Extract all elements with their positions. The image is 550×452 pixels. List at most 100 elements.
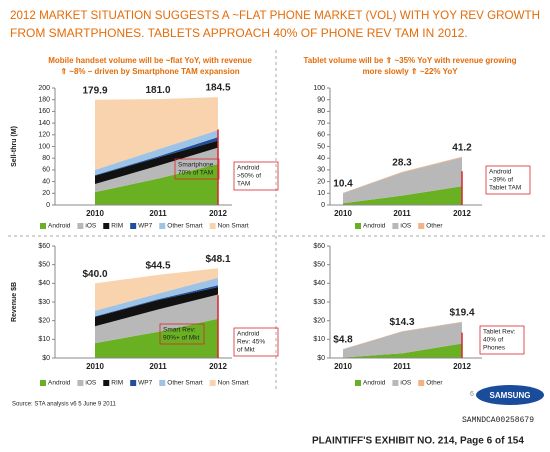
bates-number: SAMNDCA00258679 [462, 416, 534, 425]
legend-swatch [130, 223, 137, 229]
total-label: $4.8 [333, 335, 353, 346]
total-label: 41.2 [452, 142, 472, 153]
annotation-box [159, 323, 205, 345]
legend-label: iOS [85, 380, 97, 387]
total-label: 10.4 [333, 178, 353, 189]
y-tick-label: $60 [313, 243, 325, 250]
y-tick-label: 80 [317, 108, 325, 115]
y-tick-label: $30 [313, 299, 325, 306]
x-tick-label: 2011 [393, 209, 411, 218]
legend-label: Android [363, 380, 386, 387]
legend-label: WP7 [138, 380, 152, 387]
annotation-box [174, 158, 220, 180]
y-tick-label: 90 [317, 97, 325, 104]
y-tick-label: 40 [42, 178, 50, 185]
y-tick-label: 140 [38, 120, 50, 127]
area [95, 97, 218, 170]
legend-label: Android [48, 380, 71, 387]
annotation: Android [237, 165, 260, 172]
area [95, 137, 218, 176]
legend-swatch [355, 380, 361, 386]
y-tick-label: 20 [317, 178, 325, 185]
chart-subtitle: Tablet volume will be ⇑ ~35% YoY with re… [303, 56, 516, 65]
y-tick-label: 40 [317, 155, 325, 162]
annotation: 70% of TAM [178, 170, 213, 177]
legend-swatch [392, 223, 399, 229]
area [95, 285, 218, 317]
legend-label: Other Smart [167, 223, 203, 230]
source: Source: STA analysis v6 5 June 9 2011 [12, 402, 117, 408]
x-tick-label: 2012 [453, 362, 471, 371]
legend-swatch [130, 380, 137, 386]
y-tick-label: $60 [38, 243, 50, 250]
legend-label: Non Smart [218, 380, 249, 387]
legend-swatch [40, 223, 46, 229]
annotation: 90%+ of Mkt [163, 335, 200, 342]
legend-swatch [392, 380, 399, 386]
legend-swatch [77, 223, 84, 229]
y-tick-label: 60 [42, 167, 50, 174]
annotation: Smart Rev: [163, 327, 196, 334]
legend-swatch [40, 380, 46, 386]
x-tick-label: 2010 [334, 209, 352, 218]
annotation: 40% of [483, 337, 503, 344]
y-tick-label: 0 [46, 202, 50, 209]
area [95, 164, 218, 205]
y-tick-label: 20 [42, 190, 50, 197]
legend-swatch [159, 223, 166, 229]
legend-swatch [159, 380, 166, 386]
logo-shape [476, 385, 544, 405]
area [95, 318, 218, 358]
y-tick-label: 160 [38, 108, 50, 115]
y-axis-label: Revenue $B [11, 282, 18, 322]
y-tick-label: 80 [42, 155, 50, 162]
total-label: $44.5 [145, 261, 170, 272]
total-label: 179.9 [82, 85, 107, 96]
slide-title: 2012 MARKET SITUATION SUGGESTS A ~FLAT P… [10, 8, 540, 22]
y-tick-label: $0 [317, 355, 325, 362]
area [95, 140, 218, 184]
area [343, 343, 462, 358]
total-label: 28.3 [392, 158, 412, 169]
x-tick-label: 2010 [86, 362, 104, 371]
x-tick-label: 2012 [453, 209, 471, 218]
legend-label: iOS [400, 223, 412, 230]
area [95, 294, 218, 344]
area [95, 277, 218, 317]
total-label: $14.3 [389, 317, 414, 328]
y-tick-label: $10 [313, 336, 325, 343]
y-tick-label: 200 [38, 85, 50, 92]
x-tick-label: 2010 [86, 209, 104, 218]
y-tick-label: $20 [38, 318, 50, 325]
total-label: 181.0 [145, 85, 170, 96]
legend-label: Other [426, 380, 443, 387]
annotation: Tablet Rev: [483, 329, 516, 336]
y-tick-label: 50 [317, 143, 325, 150]
legend-swatch [103, 380, 110, 386]
legend-swatch [355, 223, 361, 229]
legend-label: WP7 [138, 223, 152, 230]
annotation: of Mkt [237, 347, 255, 354]
y-tick-label: $50 [38, 262, 50, 269]
slide-title: FROM SMARTPHONES. TABLETS APPROACH 40% O… [10, 26, 468, 40]
legend-label: Other Smart [167, 380, 203, 387]
chart-subtitle: Mobile handset volume will be ~flat YoY,… [48, 56, 252, 65]
legend-label: RIM [111, 223, 123, 230]
annotation: Rev: 45% [237, 339, 265, 346]
legend-swatch [418, 223, 425, 229]
x-tick-label: 2012 [209, 362, 227, 371]
annotation-box [479, 325, 525, 355]
y-tick-label: 100 [313, 85, 325, 92]
exhibit: PLAINTIFF'S EXHIBIT NO. 214, Page 6 of 1… [312, 436, 524, 447]
legend-label: RIM [111, 380, 123, 387]
y-tick-label: $30 [38, 299, 50, 306]
total-label: $48.1 [205, 254, 230, 265]
annotation: Android [489, 169, 512, 176]
y-tick-label: 60 [317, 132, 325, 139]
annotation-box [233, 161, 279, 191]
annotation: TAM [237, 181, 250, 188]
annotation: Smartphone [178, 162, 214, 169]
total-label: $40.0 [82, 269, 107, 280]
y-tick-label: 120 [38, 132, 50, 139]
